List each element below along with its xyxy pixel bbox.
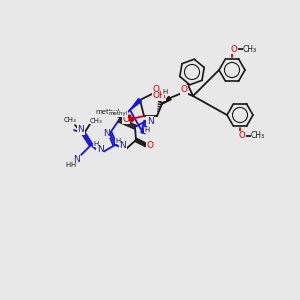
Text: O: O [239, 131, 245, 140]
Text: CH₃: CH₃ [251, 131, 265, 140]
Text: OH: OH [152, 92, 166, 100]
Text: O: O [231, 44, 237, 53]
Text: N: N [147, 116, 153, 125]
Text: N: N [78, 125, 84, 134]
Text: N: N [103, 128, 110, 137]
Text: methyl: methyl [96, 109, 120, 115]
Polygon shape [130, 99, 141, 110]
Text: CH₃: CH₃ [243, 44, 257, 53]
Text: N: N [97, 145, 104, 154]
Text: CH₃: CH₃ [90, 118, 102, 124]
Text: H: H [93, 141, 99, 147]
Text: methyl: methyl [108, 112, 128, 116]
Text: N: N [120, 142, 126, 151]
Text: O: O [146, 140, 154, 149]
Text: CH₃: CH₃ [64, 117, 76, 123]
Text: H: H [65, 162, 70, 168]
Text: N: N [74, 155, 80, 164]
Text: H: H [116, 138, 121, 144]
Text: O: O [152, 85, 160, 94]
Text: H: H [162, 89, 168, 95]
Text: O: O [122, 115, 130, 124]
Text: H: H [70, 162, 76, 168]
Polygon shape [162, 96, 171, 104]
Text: H: H [144, 127, 150, 133]
Text: O: O [181, 85, 188, 94]
